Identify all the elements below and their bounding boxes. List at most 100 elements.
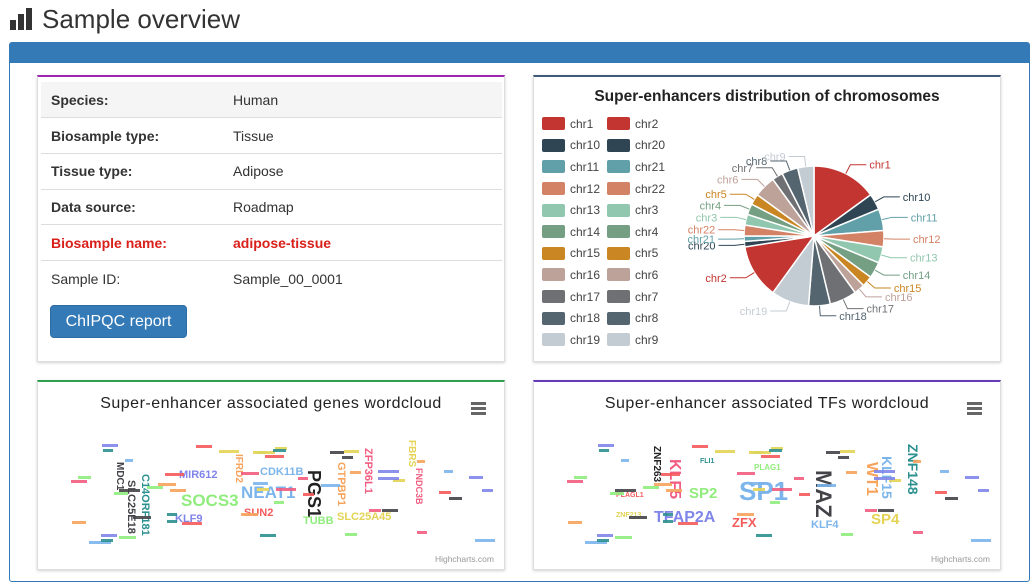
- wordcloud-filler: [965, 476, 979, 479]
- wordcloud-filler: [444, 470, 452, 473]
- highcharts-credit[interactable]: Highcharts.com: [435, 554, 494, 564]
- wordcloud-word[interactable]: ZFP36L1: [362, 448, 373, 494]
- wordcloud-filler: [482, 489, 493, 492]
- pie-leader-line: [720, 217, 746, 219]
- hamburger-menu-icon[interactable]: [471, 402, 486, 417]
- wordcloud-filler: [119, 536, 136, 539]
- wordcloud-filler: [826, 451, 840, 454]
- wordcloud-word[interactable]: IFRD2: [233, 454, 243, 483]
- wordcloud-word[interactable]: FLI1: [700, 458, 714, 465]
- wordcloud-word[interactable]: C14ORF181: [139, 474, 150, 536]
- row-value: Human: [223, 82, 502, 118]
- pie-leader-line: [875, 197, 900, 202]
- wordcloud-word[interactable]: FBRS: [406, 440, 416, 467]
- wordcloud-filler: [567, 480, 583, 483]
- wordcloud-word[interactable]: ZNF263: [651, 446, 661, 482]
- wordcloud-filler: [147, 486, 163, 489]
- wordcloud-word[interactable]: TUBB: [303, 516, 334, 527]
- wordcloud-filler: [417, 460, 426, 463]
- wordcloud-word[interactable]: NEAT1: [241, 484, 295, 501]
- wordcloud-word[interactable]: MAZ: [812, 470, 834, 518]
- pie-leader-line: [875, 270, 900, 275]
- sample-info-card: Species:Human Biosample type:Tissue Tiss…: [37, 75, 505, 362]
- highcharts-credit[interactable]: Highcharts.com: [931, 554, 990, 564]
- pie-label: chr13: [910, 253, 938, 265]
- wordcloud-word[interactable]: MIR612: [179, 470, 218, 481]
- pie-leader-line: [718, 230, 744, 231]
- wordcloud-filler: [761, 455, 780, 458]
- wordcloud-filler: [344, 450, 359, 453]
- wordcloud-filler: [321, 484, 340, 487]
- pie-label: chr12: [913, 234, 941, 246]
- wordcloud-word[interactable]: ZNF148: [906, 444, 920, 495]
- wordcloud-filler: [794, 477, 804, 480]
- wordcloud-word[interactable]: KLF4: [811, 520, 839, 531]
- wordcloud-filler: [568, 521, 582, 524]
- wordcloud-filler: [945, 497, 959, 500]
- wordcloud-filler: [369, 509, 381, 512]
- wordcloud-filler: [940, 470, 948, 473]
- hamburger-menu-icon[interactable]: [967, 402, 982, 417]
- wordcloud-filler: [439, 491, 450, 494]
- wordcloud-word[interactable]: SLC25A45: [337, 512, 391, 523]
- wordcloud-filler: [241, 513, 258, 516]
- wordcloud-filler: [253, 482, 269, 485]
- wordcloud-filler: [749, 482, 765, 485]
- pie-leader-line: [730, 194, 755, 199]
- wordcloud-word[interactable]: SP2: [689, 486, 717, 501]
- wordcloud-filler: [629, 516, 647, 519]
- genes-wordcloud-title: Super-enhancer associated genes wordclou…: [38, 395, 504, 413]
- wordcloud-filler: [125, 459, 133, 462]
- wordcloud-word[interactable]: SOCS3: [181, 492, 239, 509]
- wordcloud-filler: [913, 531, 923, 534]
- wordcloud-filler: [753, 488, 765, 491]
- wordcloud-filler: [103, 449, 114, 452]
- wordcloud-filler: [841, 533, 852, 536]
- pie-label: chr6: [717, 174, 738, 186]
- wordcloud-filler: [196, 445, 212, 448]
- wordcloud-filler: [469, 476, 483, 479]
- wordcloud-word[interactable]: FNDC3B: [414, 468, 423, 505]
- wordcloud-filler: [219, 450, 239, 453]
- pie-label: chr16: [885, 292, 913, 304]
- wordcloud-filler: [598, 444, 614, 447]
- wordcloud-word[interactable]: PLAG1: [754, 464, 781, 472]
- wordcloud-word[interactable]: MDC1: [114, 462, 124, 490]
- wordcloud-filler: [663, 520, 673, 523]
- pie-label: chr17: [866, 304, 894, 316]
- wordcloud-filler: [615, 536, 632, 539]
- wordcloud-filler: [770, 501, 780, 504]
- pie-label: chr22: [688, 225, 716, 237]
- wordcloud-filler: [840, 450, 855, 453]
- wordcloud-filler: [350, 471, 360, 474]
- pie-leader-line: [724, 205, 749, 209]
- pie-label: chr19: [740, 306, 768, 318]
- row-key: Tissue type:: [41, 153, 223, 189]
- wordcloud-filler: [303, 493, 313, 496]
- wordcloud-filler: [133, 516, 151, 519]
- wordcloud-filler: [799, 493, 809, 496]
- wordcloud-filler: [114, 492, 128, 495]
- wordcloud-filler: [621, 459, 629, 462]
- table-row: Sample ID:Sample_00_0001: [41, 260, 502, 296]
- row-key: Biosample name:: [41, 225, 223, 261]
- wordcloud-filler: [663, 513, 673, 516]
- wordcloud-filler: [72, 521, 86, 524]
- wordcloud-filler: [276, 488, 296, 491]
- wordcloud-filler: [449, 497, 463, 500]
- wordcloud-filler: [167, 520, 177, 523]
- wordcloud-filler: [417, 531, 427, 534]
- wordcloud-word[interactable]: ZFX: [732, 516, 757, 529]
- wordcloud-filler: [769, 449, 782, 452]
- pie-label: chr9: [764, 152, 785, 164]
- wordcloud-filler: [878, 509, 894, 512]
- wordcloud-filler: [971, 539, 991, 542]
- row-value: Tissue: [223, 118, 502, 154]
- row-key: Biosample type:: [41, 118, 223, 154]
- wordcloud-word[interactable]: SP4: [871, 512, 899, 527]
- chromosome-pie-card: Super-enhancers distribution of chromoso…: [533, 75, 1001, 362]
- wordcloud-filler: [597, 534, 613, 537]
- pie-leader-line: [756, 168, 777, 177]
- wordcloud-word[interactable]: KLF5: [666, 459, 682, 499]
- chipqc-report-button[interactable]: ChIPQC report: [50, 305, 187, 338]
